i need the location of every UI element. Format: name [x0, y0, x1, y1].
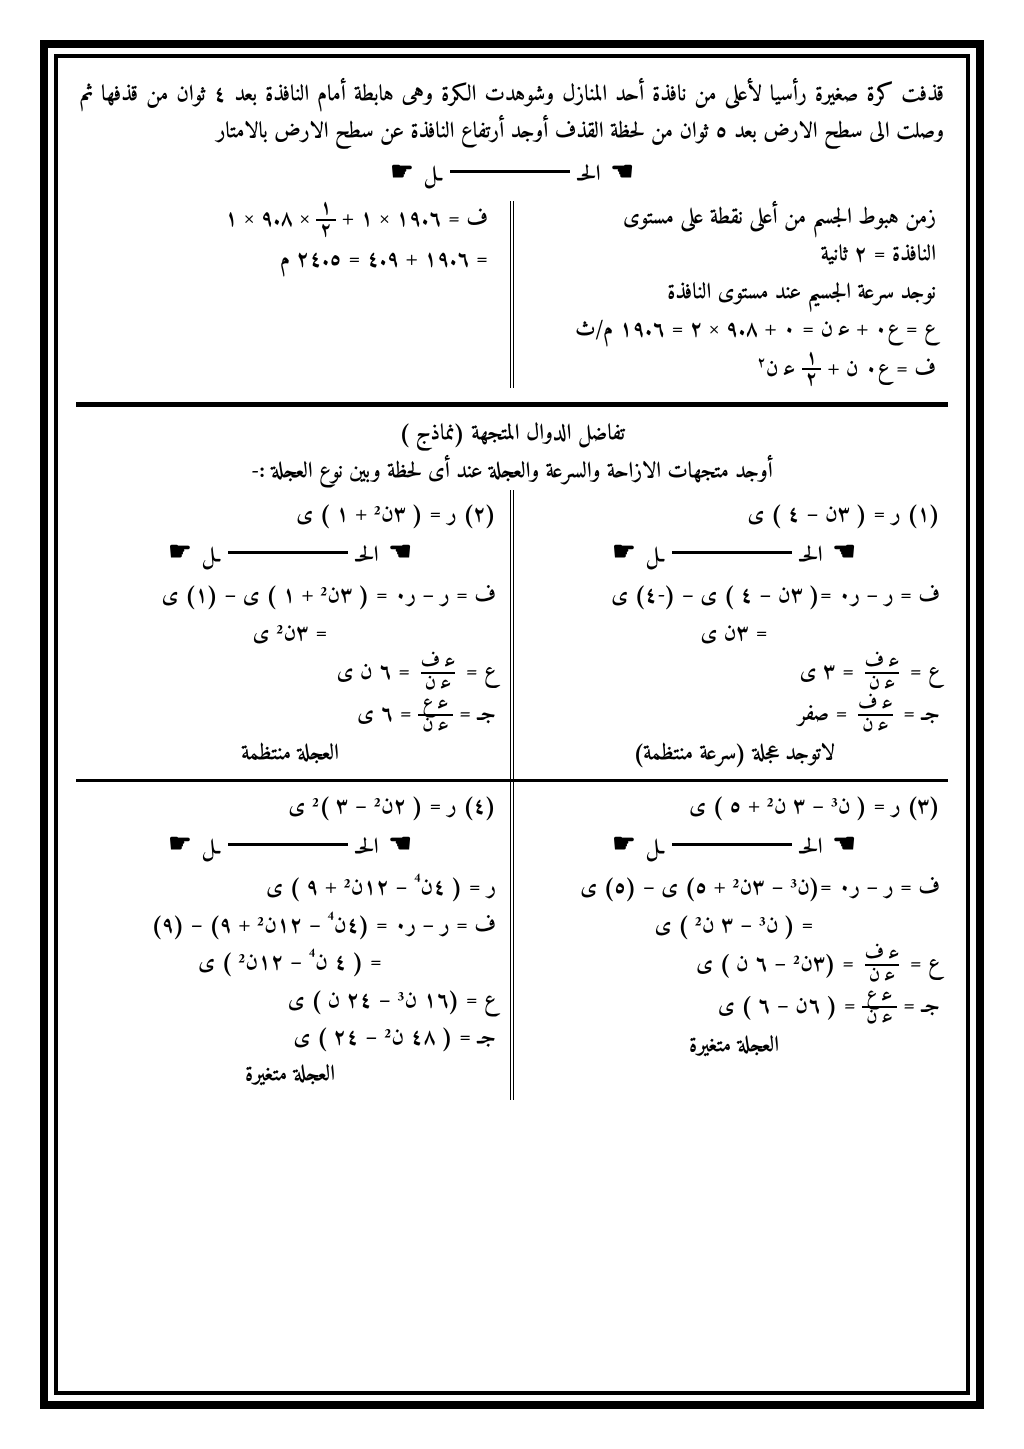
line: زمن هبوط الجسم من أعلى نقطة على مستوى — [530, 199, 942, 236]
text: = ٣ ى — [800, 653, 855, 692]
pointing-hand-icon: ☚ — [833, 533, 856, 577]
text: ﻋ ن — [766, 349, 796, 388]
solution-label-part2: ـل — [646, 537, 664, 574]
denominator: ﻋ ن — [862, 1006, 897, 1028]
examples-grid: (١) ر = ( ٣ن – ٤ ) ى ☚ الحـ ـل ☛ ف = ر –… — [76, 490, 948, 1379]
solution-label-part1: الحـ — [356, 537, 379, 574]
text: ع = — [910, 653, 940, 692]
problem-statement: قذفت كرة صغيرة رأسيا لأعلى من نافذة أحد … — [76, 76, 948, 153]
line: = ١٩.٦ + ٤.٩ = ٢٤.٥ م — [82, 241, 494, 278]
line: ع = ع٠ + ﻋ ن = ٠ + ٩.٨ × ٢ = ١٩.٦ م/ث — [530, 311, 942, 348]
solution-label-part2: ـل — [646, 829, 664, 866]
line: ف = ١٩.٦ × ١ + ١ ٢ × ٩.٨ × ١ — [82, 199, 494, 241]
text: جـ = — [453, 694, 496, 733]
line: جـ = ﻋ ف ﻋ ن = صفر — [528, 694, 940, 736]
denominator: ٢ — [802, 368, 822, 390]
text: = ٦ ن ى — [337, 653, 411, 692]
problem-4: (٤) ر = ( ٢ن² – ٣ )² ى ☚ الحـ ـل ☛ ر = (… — [76, 782, 504, 1100]
fraction: ﻋ ع ﻋ ن — [862, 986, 897, 1028]
conclusion: العجلة متغيرة — [84, 1056, 496, 1093]
kashida-line — [672, 843, 792, 846]
solution-heading: ☚ الحـ ـل ☛ — [76, 153, 948, 197]
kashida-line — [228, 843, 348, 846]
line: ف = ع٠ ن + ١ ٢ ﻋ ن ٢ — [530, 349, 942, 391]
pointing-hand-icon: ☛ — [612, 825, 635, 869]
line: النافذة = ٢ ثانية — [530, 236, 942, 273]
text: ع = — [466, 653, 496, 692]
line: = ( ٤ ن⁴ – ١٢ن² ) ى — [84, 944, 496, 981]
subtitle-1: تفاضل الدوال المتجهة (نماذج ) — [76, 415, 948, 452]
line: ف = ر – ر٠ = (٤ن⁴ – ١٢ن² + ٩) – (٩) — [84, 907, 496, 944]
denominator: ﻋ ن — [858, 714, 893, 736]
line: ف = ر – ر٠ =(ن³ – ٣ن² + ٥) ى – (٥) ى — [528, 869, 940, 906]
pointing-hand-icon: ☚ — [611, 153, 634, 197]
solution-label-part1: الحـ — [578, 156, 601, 193]
grid-row-1: (١) ر = ( ٣ن – ٤ ) ى ☚ الحـ ـل ☛ ف = ر –… — [76, 490, 948, 779]
top-right-col: زمن هبوط الجسم من أعلى نقطة على مستوى ال… — [524, 197, 948, 392]
kashida-line — [228, 551, 348, 554]
fraction: ﻋ ع ﻋ ن — [418, 694, 453, 736]
section-title: تفاضل الدوال المتجهة (نماذج ) أوجد متجها… — [76, 415, 948, 490]
solution-label-part1: الحـ — [800, 537, 823, 574]
pointing-hand-icon: ☛ — [612, 533, 635, 577]
denominator: ٢ — [316, 219, 336, 241]
kashida-line — [450, 170, 570, 173]
text: ف = ١٩.٦ × ١ + — [336, 200, 488, 239]
line: نوجد سرعة الجسيم عند مستوى النافذة — [530, 274, 942, 311]
double-vertical-rule — [510, 201, 514, 388]
text: × ٩.٨ × ١ — [225, 200, 310, 239]
text: = ( ٦ن – ٦ ) ى — [718, 986, 856, 1025]
text: جـ = — [903, 694, 940, 733]
text: = ٦ ى — [357, 694, 412, 733]
problem-3: (٣) ر = ( ن³ – ٣ ن² + ٥ ) ى ☚ الحـ ـل ☛ … — [520, 782, 948, 1100]
pointing-hand-icon: ☛ — [168, 825, 191, 869]
solution-label-part2: ـل — [424, 156, 442, 193]
denominator: ﻋ ن — [418, 714, 453, 736]
pointing-hand-icon: ☛ — [390, 153, 413, 197]
text: = (٣ن² – ٦ ن ) ى — [696, 945, 854, 984]
line: ر = ( ٤ن⁴ – ١٢ن² + ٩ ) ى — [84, 869, 496, 906]
double-vertical-rule — [510, 782, 514, 1100]
pointing-hand-icon: ☚ — [389, 825, 412, 869]
pointing-hand-icon: ☚ — [833, 825, 856, 869]
pointing-hand-icon: ☛ — [168, 533, 191, 577]
kashida-line — [672, 551, 792, 554]
text: ف = ع٠ ن + — [821, 349, 936, 388]
text: جـ = — [903, 986, 940, 1025]
solution-heading: ☚ الحـ ـل ☛ — [528, 533, 940, 577]
line: جـ = ( ٤٨ ن² – ٢٤ ) ى — [84, 1019, 496, 1056]
text: ع = — [903, 945, 940, 984]
fraction: ١ ٢ — [802, 349, 822, 391]
subtitle-2: أوجد متجهات الازاحة والسرعة والعجلة عند … — [76, 453, 948, 490]
fraction: ١ ٢ — [316, 199, 336, 241]
line: ف = ر – ر٠ = ( ٣ن² + ١ ) ى – (١) ى — [84, 577, 496, 614]
solution-label-part2: ـل — [202, 537, 220, 574]
problem-head: (٣) ر = ( ن³ – ٣ ن² + ٥ ) ى — [528, 788, 940, 825]
line: ع = (١٦ ن³ – ٢٤ ن ) ى — [84, 982, 496, 1019]
solution-label-part1: الحـ — [356, 829, 379, 866]
top-left-col: ف = ١٩.٦ × ١ + ١ ٢ × ٩.٨ × ١ = ١٩.٦ + ٤.… — [76, 197, 500, 392]
problem-2: (٢) ر = ( ٣ن² + ١ ) ى ☚ الحـ ـل ☛ ف = ر … — [76, 490, 504, 779]
line: جـ = ﻋ ع ﻋ ن = ٦ ى — [84, 694, 496, 736]
section-divider — [76, 402, 948, 407]
solution-label-part1: الحـ — [800, 829, 823, 866]
grid-row-2: (٣) ر = ( ن³ – ٣ ن² + ٥ ) ى ☚ الحـ ـل ☛ … — [76, 779, 948, 1100]
problem-head: (٤) ر = ( ٢ن² – ٣ )² ى — [84, 788, 496, 825]
solution-heading: ☚ الحـ ـل ☛ — [528, 825, 940, 869]
pointing-hand-icon: ☚ — [389, 533, 412, 577]
double-vertical-rule — [510, 490, 514, 779]
solution-heading: ☚ الحـ ـل ☛ — [84, 825, 496, 869]
top-solution-block: زمن هبوط الجسم من أعلى نقطة على مستوى ال… — [76, 197, 948, 392]
solution-heading: ☚ الحـ ـل ☛ — [84, 533, 496, 577]
solution-label-part2: ـل — [202, 829, 220, 866]
text: = صفر — [798, 694, 848, 733]
fraction: ﻋ ف ﻋ ن — [854, 694, 897, 736]
line: ف = ر – ر٠ =( ٣ن – ٤ ) ى – (-٤) ى — [528, 577, 940, 614]
problem-head: (٢) ر = ( ٣ن² + ١ ) ى — [84, 496, 496, 533]
line: جـ = ﻋ ع ﻋ ن = ( ٦ن – ٦ ) ى — [528, 986, 940, 1028]
problem-1: (١) ر = ( ٣ن – ٤ ) ى ☚ الحـ ـل ☛ ف = ر –… — [520, 490, 948, 779]
problem-head: (١) ر = ( ٣ن – ٤ ) ى — [528, 496, 940, 533]
